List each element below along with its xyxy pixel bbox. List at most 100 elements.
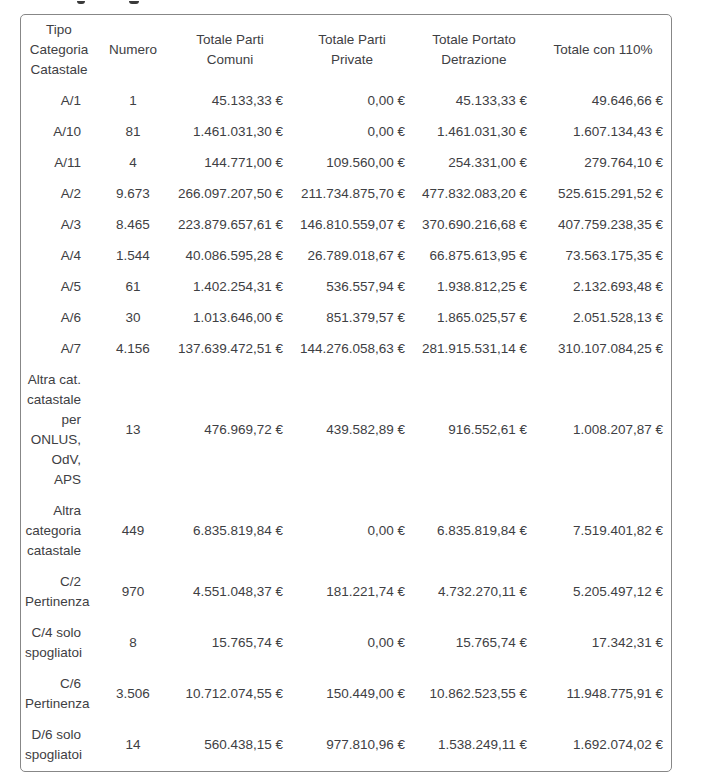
cell-detrazione: 370.690.216,68 €: [413, 210, 535, 241]
cell-comuni: 266.097.207,50 €: [169, 179, 291, 210]
cell-detrazione: 1.938.812,25 €: [413, 272, 535, 303]
cell-detrazione: 281.915.531,14 €: [413, 334, 535, 365]
cell-categoria: Altra cat. catastale per ONLUS, OdV, APS: [21, 365, 97, 496]
cell-numero: 30: [97, 303, 169, 334]
cell-categoria: D/6 solo spogliatoi: [21, 720, 97, 771]
cell-private: 0,00 €: [291, 496, 413, 567]
cell-totale110: 1.692.074,02 €: [535, 720, 671, 771]
cell-private: 181.221,74 €: [291, 567, 413, 618]
column-header-totale110: Totale con 110%: [535, 15, 671, 86]
cell-numero: 8.465: [97, 210, 169, 241]
cell-totale110: 2.051.528,13 €: [535, 303, 671, 334]
cell-comuni: 223.879.657,61 €: [169, 210, 291, 241]
cell-numero: 13: [97, 365, 169, 496]
table-row: A/6301.013.646,00 €851.379,57 €1.865.025…: [21, 303, 671, 334]
cell-numero: 81: [97, 117, 169, 148]
table-row: D/6 solo spogliatoi14560.438,15 €977.810…: [21, 720, 671, 771]
table-row: Altra cat. catastale per ONLUS, OdV, APS…: [21, 365, 671, 496]
column-header-categoria: Tipo Categoria Catastale: [21, 15, 97, 86]
cell-detrazione: 1.538.249,11 €: [413, 720, 535, 771]
cell-totale110: 279.764,10 €: [535, 148, 671, 179]
cell-numero: 3.506: [97, 669, 169, 720]
cell-categoria: C/2 Pertinenza: [21, 567, 97, 618]
cell-comuni: 1.461.031,30 €: [169, 117, 291, 148]
table-row: A/74.156137.639.472,51 €144.276.058,63 €…: [21, 334, 671, 365]
cell-comuni: 1.013.646,00 €: [169, 303, 291, 334]
cell-detrazione: 254.331,00 €: [413, 148, 535, 179]
cell-comuni: 40.086.595,28 €: [169, 241, 291, 272]
cell-comuni: 476.969,72 €: [169, 365, 291, 496]
cell-detrazione: 45.133,33 €: [413, 86, 535, 117]
cell-comuni: 45.133,33 €: [169, 86, 291, 117]
cell-totale110: 11.948.775,91 €: [535, 669, 671, 720]
cell-detrazione: 4.732.270,11 €: [413, 567, 535, 618]
clipped-text-artifact: [0, 0, 300, 6]
cell-totale110: 310.107.084,25 €: [535, 334, 671, 365]
cell-numero: 4.156: [97, 334, 169, 365]
column-header-detrazione: Totale Portato Detrazione: [413, 15, 535, 86]
cell-numero: 8: [97, 618, 169, 669]
data-table: Tipo Categoria CatastaleNumeroTotale Par…: [20, 14, 672, 772]
cell-detrazione: 6.835.819,84 €: [413, 496, 535, 567]
table-body: A/1145.133,33 €0,00 €45.133,33 €49.646,6…: [21, 86, 671, 771]
table-row: C/6 Pertinenza3.50610.712.074,55 €150.44…: [21, 669, 671, 720]
cell-detrazione: 1.461.031,30 €: [413, 117, 535, 148]
cell-categoria: A/1: [21, 86, 97, 117]
table-row: A/1145.133,33 €0,00 €45.133,33 €49.646,6…: [21, 86, 671, 117]
cell-numero: 61: [97, 272, 169, 303]
cell-totale110: 2.132.693,48 €: [535, 272, 671, 303]
cell-totale110: 407.759.238,35 €: [535, 210, 671, 241]
cell-totale110: 1.008.207,87 €: [535, 365, 671, 496]
catasto-summary-table: Tipo Categoria CatastaleNumeroTotale Par…: [20, 14, 672, 772]
cell-comuni: 1.402.254,31 €: [169, 272, 291, 303]
cell-comuni: 137.639.472,51 €: [169, 334, 291, 365]
cell-categoria: A/6: [21, 303, 97, 334]
cell-categoria: A/11: [21, 148, 97, 179]
cell-private: 977.810,96 €: [291, 720, 413, 771]
cell-comuni: 10.712.074,55 €: [169, 669, 291, 720]
cell-totale110: 49.646,66 €: [535, 86, 671, 117]
cell-numero: 449: [97, 496, 169, 567]
cell-categoria: A/10: [21, 117, 97, 148]
clipped-glyph-fragment: [77, 1, 85, 4]
cell-categoria: A/4: [21, 241, 97, 272]
column-header-numero: Numero: [97, 15, 169, 86]
column-header-private: Totale Parti Private: [291, 15, 413, 86]
cell-private: 439.582,89 €: [291, 365, 413, 496]
column-header-comuni: Totale Parti Comuni: [169, 15, 291, 86]
cell-comuni: 6.835.819,84 €: [169, 496, 291, 567]
cell-categoria: A/2: [21, 179, 97, 210]
cell-private: 26.789.018,67 €: [291, 241, 413, 272]
clipped-glyph-fragment: [129, 1, 139, 4]
cell-comuni: 4.551.048,37 €: [169, 567, 291, 618]
cell-private: 851.379,57 €: [291, 303, 413, 334]
table-row: A/41.54440.086.595,28 €26.789.018,67 €66…: [21, 241, 671, 272]
cell-totale110: 73.563.175,35 €: [535, 241, 671, 272]
cell-totale110: 5.205.497,12 €: [535, 567, 671, 618]
cell-detrazione: 10.862.523,55 €: [413, 669, 535, 720]
cell-categoria: C/4 solo spogliatoi: [21, 618, 97, 669]
cell-numero: 1.544: [97, 241, 169, 272]
cell-categoria: A/3: [21, 210, 97, 241]
cell-comuni: 560.438,15 €: [169, 720, 291, 771]
cell-detrazione: 477.832.083,20 €: [413, 179, 535, 210]
table-row: A/114144.771,00 €109.560,00 €254.331,00 …: [21, 148, 671, 179]
cell-private: 144.276.058,63 €: [291, 334, 413, 365]
table-header: Tipo Categoria CatastaleNumeroTotale Par…: [21, 15, 671, 86]
cell-detrazione: 916.552,61 €: [413, 365, 535, 496]
cell-private: 536.557,94 €: [291, 272, 413, 303]
cell-private: 150.449,00 €: [291, 669, 413, 720]
cell-private: 109.560,00 €: [291, 148, 413, 179]
cell-private: 0,00 €: [291, 117, 413, 148]
table-row: C/2 Pertinenza9704.551.048,37 €181.221,7…: [21, 567, 671, 618]
header-row: Tipo Categoria CatastaleNumeroTotale Par…: [21, 15, 671, 86]
cell-private: 0,00 €: [291, 618, 413, 669]
cell-comuni: 144.771,00 €: [169, 148, 291, 179]
table-row: C/4 solo spogliatoi815.765,74 €0,00 €15.…: [21, 618, 671, 669]
cell-categoria: A/5: [21, 272, 97, 303]
page: { "colors": { "background": "#ffffff", "…: [0, 0, 702, 783]
cell-detrazione: 15.765,74 €: [413, 618, 535, 669]
cell-private: 146.810.559,07 €: [291, 210, 413, 241]
cell-detrazione: 66.875.613,95 €: [413, 241, 535, 272]
cell-totale110: 7.519.401,82 €: [535, 496, 671, 567]
